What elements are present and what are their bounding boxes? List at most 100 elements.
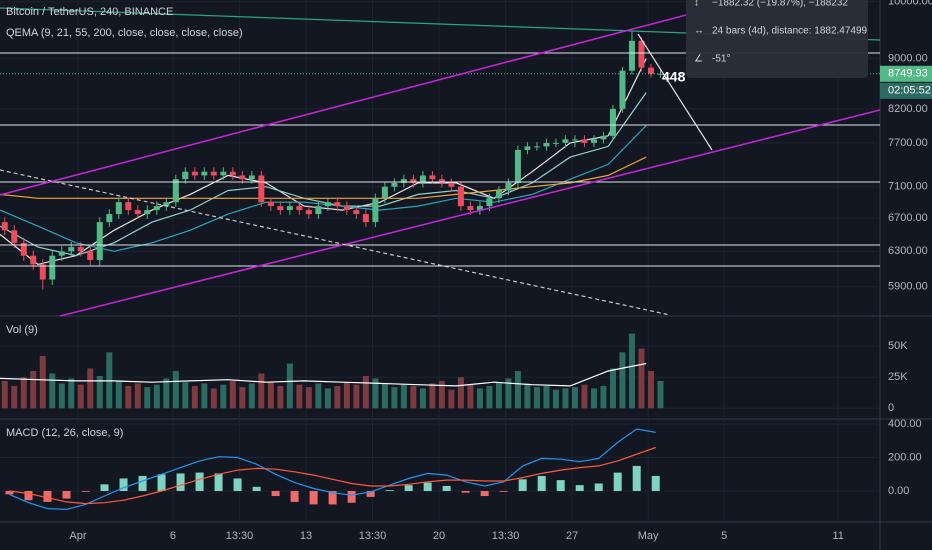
candle-body <box>258 175 265 203</box>
candle-body <box>11 230 18 243</box>
candle-body <box>229 171 236 176</box>
candle-body <box>163 202 170 207</box>
volume-bar <box>30 370 37 409</box>
macd-histogram-bar <box>252 486 261 492</box>
candle-body <box>277 206 284 211</box>
volume-bar <box>600 385 607 409</box>
candle-body <box>239 175 246 180</box>
candle-body <box>49 255 56 280</box>
macd-histogram-bar <box>138 475 147 492</box>
last-price-label: 8749.93 <box>888 68 928 80</box>
volume-bar <box>657 380 664 409</box>
macd-histogram-bar <box>651 475 660 492</box>
candle-body <box>448 182 455 187</box>
candle-body <box>590 139 597 143</box>
macd-histogram-bar <box>537 475 546 492</box>
candle-body <box>324 202 331 207</box>
macd-histogram-bar <box>195 472 204 492</box>
volume-bar <box>495 382 502 409</box>
candle-body <box>476 206 483 211</box>
y-tick-label: 8200.00 <box>888 103 928 115</box>
macd-histogram-bar <box>100 484 109 492</box>
last-price-box <box>880 65 932 82</box>
candle-body <box>153 206 160 211</box>
volume-bar <box>220 384 227 409</box>
x-tick-label: 27 <box>566 530 578 542</box>
macd-label: MACD (12, 26, close, 9) <box>6 427 123 439</box>
macd-histogram-bar <box>233 478 242 492</box>
candle-body <box>467 206 474 211</box>
macd-histogram-bar <box>366 491 375 497</box>
candle-body <box>106 214 113 223</box>
macd-histogram-bar <box>499 491 508 492</box>
candle-body <box>457 186 464 207</box>
volume-bar <box>372 378 379 409</box>
signal-line <box>9 446 656 505</box>
volume-bar <box>96 375 103 409</box>
volume-bar <box>267 382 274 409</box>
volume-bar <box>448 389 455 409</box>
x-tick-label: May <box>638 530 659 542</box>
candle-body <box>353 210 360 215</box>
macd-histogram-bar <box>176 473 185 492</box>
dashed-line <box>0 169 671 316</box>
volume-bar <box>343 382 350 409</box>
volume-bar <box>49 373 56 409</box>
ema-line <box>0 125 647 252</box>
macd-histogram-bar <box>613 472 622 492</box>
candle-body <box>96 222 103 260</box>
candle-body <box>334 202 341 207</box>
volume-bar <box>201 383 208 409</box>
macd-histogram-bar <box>632 465 641 492</box>
volume-bar <box>39 356 46 409</box>
candle-body <box>267 202 274 207</box>
tooltip-icon: ↔ <box>694 26 704 37</box>
tooltip-icon: ↕ <box>694 0 699 9</box>
candle-body <box>429 175 436 180</box>
volume-bar <box>305 387 312 409</box>
candle-body <box>419 175 426 183</box>
macd-histogram-bar <box>119 478 128 492</box>
y-tick-label: 50K <box>888 340 908 352</box>
candle-body <box>39 264 46 280</box>
macd-histogram-bar <box>480 491 489 497</box>
volume-bar <box>58 383 65 409</box>
volume-bar <box>125 385 132 409</box>
y-tick-label: 7700.00 <box>888 137 928 149</box>
volume-ma-line <box>0 362 647 387</box>
volume-bar <box>533 387 540 409</box>
x-tick-label: 11 <box>832 530 843 542</box>
volume-bar <box>144 387 151 409</box>
macd-histogram-bar <box>423 482 432 492</box>
y-tick-label: 6700.00 <box>888 212 928 224</box>
x-tick-label: 6 <box>170 530 176 542</box>
marks <box>0 0 880 520</box>
macd-histogram-bar <box>24 491 33 501</box>
macd-histogram-bar <box>62 491 71 499</box>
y-tick-label: 6300.00 <box>888 245 928 257</box>
volume-bar <box>619 352 626 409</box>
volume-bar <box>438 380 445 409</box>
macd-histogram-bar <box>442 485 451 492</box>
macd-histogram-bar <box>461 491 470 493</box>
volume-bar <box>11 385 18 409</box>
candle-body <box>543 142 550 147</box>
macd-histogram-bar <box>328 491 337 505</box>
macd-histogram-bar <box>347 491 356 503</box>
tooltip-box <box>686 0 868 78</box>
volume-bar <box>419 388 426 409</box>
candle-body <box>647 67 654 74</box>
macd-histogram-bar <box>309 491 318 505</box>
ema-line <box>0 156 647 199</box>
volume-label: Vol (9) <box>6 324 38 336</box>
candle-body <box>58 251 65 256</box>
channel-line <box>59 109 881 317</box>
candle-body <box>172 179 179 203</box>
x-tick-label: 5 <box>721 530 727 542</box>
tooltip-text: −1882.32 (−19.87%), −188232 <box>712 0 848 9</box>
volume-bar <box>277 385 284 409</box>
candle-body <box>362 214 369 223</box>
candle-body <box>562 139 569 143</box>
volume-bar <box>505 378 512 409</box>
volume-bar <box>552 389 559 409</box>
